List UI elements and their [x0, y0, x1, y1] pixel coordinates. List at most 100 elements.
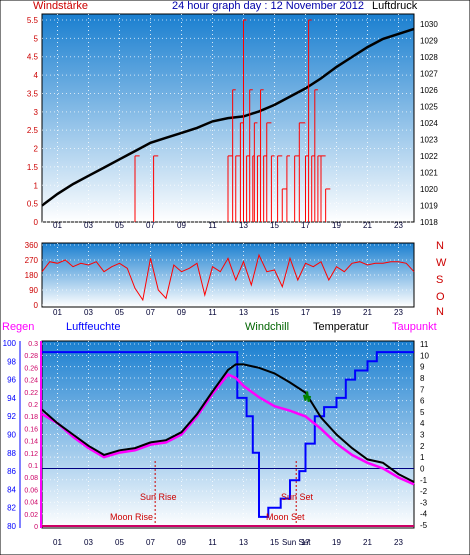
compass-label: O — [436, 291, 445, 303]
x-tick-label: 11 — [208, 538, 217, 547]
y-tick-label-luftfeuchte: 86 — [7, 467, 16, 476]
x-tick-label: 13 — [239, 538, 248, 547]
x-tick-label: 09 — [177, 221, 186, 230]
y-tick-label-windstaerke: 0 — [34, 218, 39, 227]
y-tick-label-luftfeuchte: 82 — [7, 504, 16, 513]
y-tick-label-regen: 0.14 — [24, 439, 38, 446]
label-sun-rise: Sun Rise — [140, 492, 177, 502]
y-tick-label-temperatur: 8 — [420, 374, 425, 383]
x-tick-label: 19 — [332, 221, 341, 230]
y-tick-label-windstaerke: 4.5 — [27, 53, 39, 62]
y-tick-label-luftdruck: 1018 — [420, 218, 438, 227]
y-tick-label-richtung: 360 — [25, 241, 39, 250]
y-tick-label-regen: 0.1 — [28, 463, 38, 470]
y-tick-label-temperatur: 4 — [420, 419, 425, 428]
series-temperatur-line — [41, 363, 415, 483]
compass-label: N — [436, 306, 444, 318]
y-tick-label-luftdruck: 1029 — [420, 37, 438, 46]
x-tick-label: 23 — [394, 221, 403, 230]
label-moon-set: Moon Set — [266, 512, 305, 522]
panel-wind-direction — [41, 242, 415, 308]
series-taupunkt-line — [41, 372, 415, 486]
y-tick-label-windstaerke: 4 — [34, 71, 39, 80]
x-tick-label: 09 — [177, 308, 186, 317]
y-tick-label-luftdruck: 1023 — [420, 136, 438, 145]
label-taupunkt: Taupunkt — [392, 321, 437, 333]
x-tick-label: 23 — [394, 538, 403, 547]
y-tick-label-regen: 0.06 — [24, 487, 38, 494]
x-tick-label: 21 — [363, 538, 372, 547]
y-tick-label-temperatur: 2 — [420, 442, 425, 451]
compass-label: N — [436, 240, 444, 252]
x-tick-label: 21 — [363, 221, 372, 230]
x-tick-label: 15 — [270, 538, 279, 547]
y-tick-label-luftdruck: 1025 — [420, 103, 438, 112]
y-tick-label-windstaerke: 5 — [34, 34, 39, 43]
x-tick-label: 01 — [53, 538, 62, 547]
y-tick-label-regen: 0.16 — [24, 426, 38, 433]
x-tick-label: 07 — [146, 308, 155, 317]
x-tick-label: 19 — [332, 308, 341, 317]
x-tick-label: 03 — [84, 221, 93, 230]
y-tick-label-regen: 0.04 — [24, 500, 38, 507]
y-tick-label-luftdruck: 1024 — [420, 119, 438, 128]
x-tick-label: 19 — [332, 538, 341, 547]
y-tick-label-luftdruck: 1026 — [420, 86, 438, 95]
x-tick-label: 09 — [177, 538, 186, 547]
y-tick-label-luftfeuchte: 80 — [7, 522, 16, 531]
series-luftdruck-line — [41, 27, 415, 207]
compass-label: S — [436, 274, 443, 286]
sun-set-axis-label: Sun Set — [282, 538, 311, 547]
y-tick-label-temperatur: 7 — [420, 385, 425, 394]
y-tick-label-windstaerke: 2 — [34, 145, 39, 154]
x-tick-label: 17 — [301, 308, 310, 317]
y-tick-label-windstaerke: 5.5 — [27, 16, 39, 25]
y-tick-label-luftfeuchte: 84 — [7, 485, 16, 494]
y-tick-label-luftfeuchte: 100 — [3, 339, 17, 348]
y-tick-label-temperatur: 1 — [420, 453, 425, 462]
y-tick-label-luftdruck: 1020 — [420, 185, 438, 194]
x-tick-label: 07 — [146, 538, 155, 547]
y-tick-label-regen: 0.12 — [24, 451, 38, 458]
x-tick-label: 07 — [146, 221, 155, 230]
y-tick-label-temperatur: -4 — [420, 510, 428, 519]
series-windrichtung-line — [41, 253, 415, 302]
y-tick-label-temperatur: 10 — [420, 351, 429, 360]
label-sun-set: Sun Set — [281, 492, 314, 502]
x-tick-label: 17 — [301, 538, 310, 547]
x-tick-label: 11 — [208, 221, 217, 230]
y-tick-label-temperatur: 3 — [420, 431, 425, 440]
y-tick-label-luftdruck: 1028 — [420, 53, 438, 62]
y-tick-label-regen: 0.18 — [24, 414, 38, 421]
y-tick-label-temperatur: 0 — [420, 464, 425, 473]
x-tick-label: 23 — [394, 308, 403, 317]
y-tick-label-luftdruck: 1027 — [420, 70, 438, 79]
y-tick-label-temperatur: 9 — [420, 363, 425, 372]
y-tick-label-regen: 0.2 — [28, 402, 38, 409]
x-tick-label: 11 — [208, 308, 217, 317]
y-tick-label-luftdruck: 1019 — [420, 202, 438, 211]
y-tick-label-windstaerke: 1 — [34, 181, 39, 190]
compass-label: W — [436, 257, 447, 269]
x-tick-label: 03 — [84, 308, 93, 317]
y-tick-label-temperatur: -2 — [420, 487, 428, 496]
y-tick-label-windstaerke: 2.5 — [27, 126, 39, 135]
y-tick-label-richtung: 270 — [25, 256, 39, 265]
x-tick-label: 05 — [115, 308, 124, 317]
x-tick-label: 15 — [270, 308, 279, 317]
y-tick-label-regen: 0 — [34, 524, 38, 531]
x-tick-label: 01 — [53, 221, 62, 230]
label-luftfeuchte: Luftfeuchte — [66, 321, 120, 333]
x-tick-label: 13 — [239, 221, 248, 230]
y-tick-label-luftfeuchte: 92 — [7, 412, 16, 421]
y-tick-label-richtung: 0 — [34, 301, 39, 310]
series-luftfeuchte-line — [42, 351, 414, 518]
panel-temp-humidity — [41, 340, 415, 529]
y-tick-label-temperatur: -3 — [420, 498, 428, 507]
header-windstaerke: Windstärke — [33, 0, 88, 12]
header-luftdruck: Luftdruck — [372, 0, 418, 12]
y-tick-label-luftdruck: 1021 — [420, 169, 438, 178]
x-tick-label: 05 — [115, 221, 124, 230]
y-tick-label-regen: 0.24 — [24, 378, 38, 385]
y-tick-label-luftfeuchte: 94 — [7, 394, 16, 403]
